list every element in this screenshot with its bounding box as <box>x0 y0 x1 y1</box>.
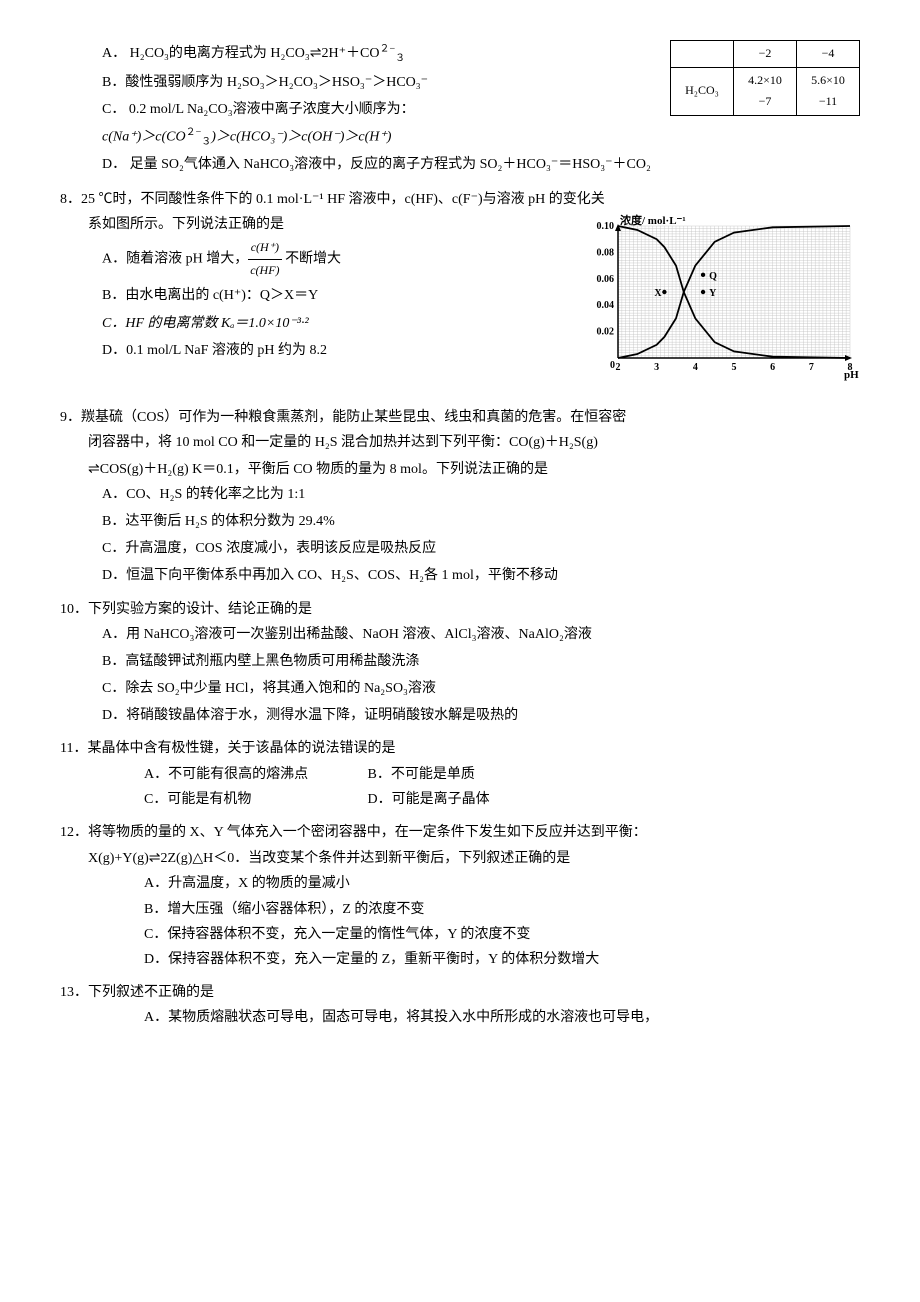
svg-text:0.08: 0.08 <box>597 247 615 258</box>
svg-text:0.02: 0.02 <box>597 327 615 338</box>
q11-option-a: A．不可能有很高的熔沸点 <box>144 762 364 787</box>
svg-text:0.06: 0.06 <box>597 274 615 285</box>
q11-row2: C．可能是有机物 D．可能是离子晶体 <box>144 787 860 812</box>
q11-row1: A．不可能有很高的熔沸点 B．不可能是单质 <box>144 762 860 787</box>
table-header-k2: −4 <box>797 41 860 68</box>
table-cell-2: 5.6×10−11 <box>797 67 860 115</box>
q12-option-d: D．保持容器体积不变，充入一定量的 Z，重新平衡时，Y 的体积分数增大 <box>144 947 860 972</box>
q10-option-a: A．用 NaHCO₃溶液可一次鉴别出稀盐酸、NaOH 溶液、AlCl₃溶液、Na… <box>102 622 860 647</box>
q9-stem-1: 9．羰基硫（COS）可作为一种粮食熏蒸剂，能防止某些昆虫、线虫和真菌的危害。在恒… <box>60 405 860 430</box>
question-12: 12．将等物质的量的 X、Y 气体充入一个密闭容器中，在一定条件下发生如下反应并… <box>60 820 860 972</box>
table-header-blank <box>671 41 734 68</box>
svg-text:4: 4 <box>693 362 698 373</box>
question-11: 11．某晶体中含有极性键，关于该晶体的说法错误的是 A．不可能有很高的熔沸点 B… <box>60 736 860 812</box>
svg-text:0.04: 0.04 <box>597 300 615 311</box>
q10-stem: 10．下列实验方案的设计、结论正确的是 <box>60 597 860 622</box>
svg-text:X: X <box>654 288 662 299</box>
q9-option-d: D．恒温下向平衡体系中再加入 CO、H₂S、COS、H₂各 1 mol，平衡不移… <box>102 563 860 588</box>
svg-text:Y: Y <box>709 288 717 299</box>
constants-table: −2 −4 H₂CO₃ 4.2×10−7 5.6×10−11 <box>670 40 860 116</box>
q10-option-b: B．高锰酸钾试剂瓶内壁上黑色物质可用稀盐酸洗涤 <box>102 649 860 674</box>
svg-text:2: 2 <box>616 362 621 373</box>
q11-option-b: B．不可能是单质 <box>368 767 475 782</box>
question-10: 10．下列实验方案的设计、结论正确的是 A．用 NaHCO₃溶液可一次鉴别出稀盐… <box>60 597 860 729</box>
q9-option-c: C．升高温度，COS 浓度减小，表明该反应是吸热反应 <box>102 536 860 561</box>
svg-text:Q: Q <box>709 271 717 282</box>
svg-text:3: 3 <box>654 362 659 373</box>
table-header-k1: −2 <box>734 41 797 68</box>
q12-option-c: C．保持容器体积不变，充入一定量的惰性气体，Y 的浓度不变 <box>144 922 860 947</box>
q9-option-b: B．达平衡后 H₂S 的体积分数为 29.4% <box>102 509 860 534</box>
question-13: 13．下列叙述不正确的是 A．某物质熔融状态可导电，固态可导电，将其投入水中所形… <box>60 980 860 1030</box>
table-row-label: H₂CO₃ <box>671 67 734 115</box>
q10-option-c: C．除去 SO₂中少量 HCl，将其通入饱和的 Na₂SO₃溶液 <box>102 676 860 701</box>
svg-text:0.10: 0.10 <box>597 221 615 232</box>
question-8: 8．25 ℃时，不同酸性条件下的 0.1 mol·L⁻¹ HF 溶液中，c(HF… <box>60 187 860 397</box>
q8-stem-1: 8．25 ℃时，不同酸性条件下的 0.1 mol·L⁻¹ HF 溶液中，c(HF… <box>60 187 860 212</box>
q7-option-c-2: c(Na⁺)＞c(CO２−３)＞c(HCO₃⁻)＞c(OH⁻)＞c(H⁺) <box>102 124 860 151</box>
q9-stem-3: ⇌COS(g)＋H₂(g) K＝0.1，平衡后 CO 物质的量为 8 mol。下… <box>88 456 860 482</box>
q8-chart: 23456780.020.040.060.080.10浓度/ mol·L⁻¹pH… <box>580 212 860 391</box>
q10-option-d: D．将硝酸铵晶体溶于水，测得水温下降，证明硝酸铵水解是吸热的 <box>102 703 860 728</box>
q9-stem-2: 闭容器中，将 10 mol CO 和一定量的 H₂S 混合加热并达到下列平衡：C… <box>88 430 860 455</box>
q11-stem: 11．某晶体中含有极性键，关于该晶体的说法错误的是 <box>60 736 860 761</box>
svg-text:6: 6 <box>770 362 775 373</box>
q11-option-d: D．可能是离子晶体 <box>368 792 490 807</box>
q11-option-c: C．可能是有机物 <box>144 787 364 812</box>
svg-text:0: 0 <box>610 360 615 371</box>
q12-option-a: A．升高温度，X 的物质的量减小 <box>144 871 860 896</box>
question-9: 9．羰基硫（COS）可作为一种粮食熏蒸剂，能防止某些昆虫、线虫和真菌的危害。在恒… <box>60 405 860 588</box>
q9-option-a: A．CO、H₂S 的转化率之比为 1:1 <box>102 482 860 507</box>
svg-text:pH: pH <box>844 369 859 381</box>
q13-stem: 13．下列叙述不正确的是 <box>60 980 860 1005</box>
q12-equation: X(g)+Y(g)⇌2Z(g)△H＜0．当改变某个条件并达到新平衡后，下列叙述正… <box>88 845 860 871</box>
concentration-chart-svg: 23456780.020.040.060.080.10浓度/ mol·L⁻¹pH… <box>580 212 860 382</box>
table-cell-1: 4.2×10−7 <box>734 67 797 115</box>
svg-text:7: 7 <box>809 362 814 373</box>
svg-text:5: 5 <box>732 362 737 373</box>
q7-option-d: D． 足量 SO₂气体通入 NaHCO₃溶液中，反应的离子方程式为 SO₂＋HC… <box>102 152 860 177</box>
q13-option-a: A．某物质熔融状态可导电，固态可导电，将其投入水中所形成的水溶液也可导电， <box>144 1005 860 1030</box>
svg-text:浓度/ mol·L⁻¹: 浓度/ mol·L⁻¹ <box>620 213 686 227</box>
q12-stem: 12．将等物质的量的 X、Y 气体充入一个密闭容器中，在一定条件下发生如下反应并… <box>60 820 860 845</box>
q12-option-b: B．增大压强（缩小容器体积），Z 的浓度不变 <box>144 897 860 922</box>
